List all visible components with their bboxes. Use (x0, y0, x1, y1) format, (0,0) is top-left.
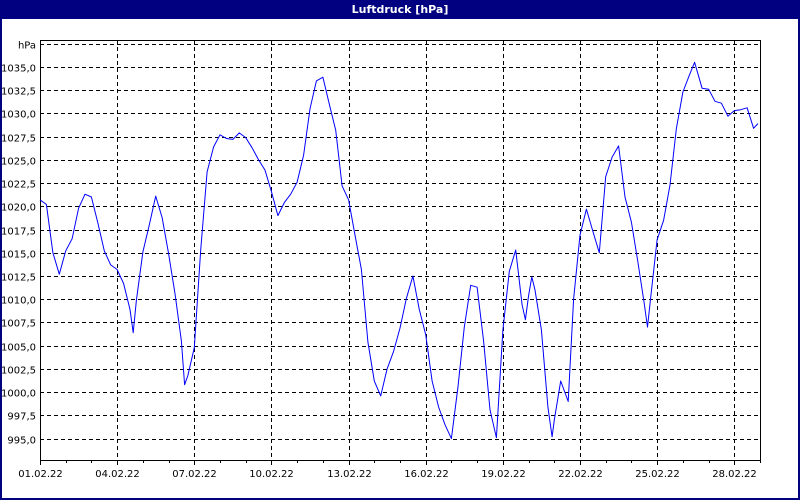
x-tick-label: 28.02.22 (712, 469, 757, 480)
y-tick-label: 1025,0 (1, 157, 36, 168)
y-tick-label: 1020,0 (1, 203, 36, 214)
x-tick-label: 16.02.22 (404, 469, 449, 480)
x-tick-label: 07.02.22 (172, 469, 217, 480)
y-tick-label: 1002,5 (1, 366, 36, 377)
x-tick-label: 13.02.22 (327, 469, 372, 480)
y-tick-label: 1032,5 (1, 87, 36, 98)
x-tick-label: 04.02.22 (95, 469, 140, 480)
y-axis-unit-label: hPa (18, 41, 36, 52)
y-tick-label: 1012,5 (1, 273, 36, 284)
y-tick-label: 1017,5 (1, 227, 36, 238)
x-tick-label: 19.02.22 (481, 469, 526, 480)
y-tick-label: 995,0 (7, 436, 36, 447)
y-tick-label: 1035,0 (1, 64, 36, 75)
plot-frame (40, 40, 761, 461)
y-tick-label: 1000,0 (1, 389, 36, 400)
y-tick-label: 1010,0 (1, 296, 36, 307)
y-tick-label: 1027,5 (1, 134, 36, 145)
y-tick-label: 1022,5 (1, 180, 36, 191)
y-tick-label: 997,5 (7, 412, 36, 423)
pressure-line (39, 61, 759, 440)
x-tick-label: 10.02.22 (249, 469, 294, 480)
x-tick-label: 01.02.22 (18, 469, 63, 480)
chart-title: Luftdruck [hPa] (2, 2, 798, 19)
y-tick-label: 1007,5 (1, 319, 36, 330)
y-tick-label: 1030,0 (1, 110, 36, 121)
x-tick-label: 22.02.22 (558, 469, 603, 480)
y-tick-label: 1005,0 (1, 343, 36, 354)
x-tick-label: 25.02.22 (635, 469, 680, 480)
y-tick-label: 1015,0 (1, 250, 36, 261)
